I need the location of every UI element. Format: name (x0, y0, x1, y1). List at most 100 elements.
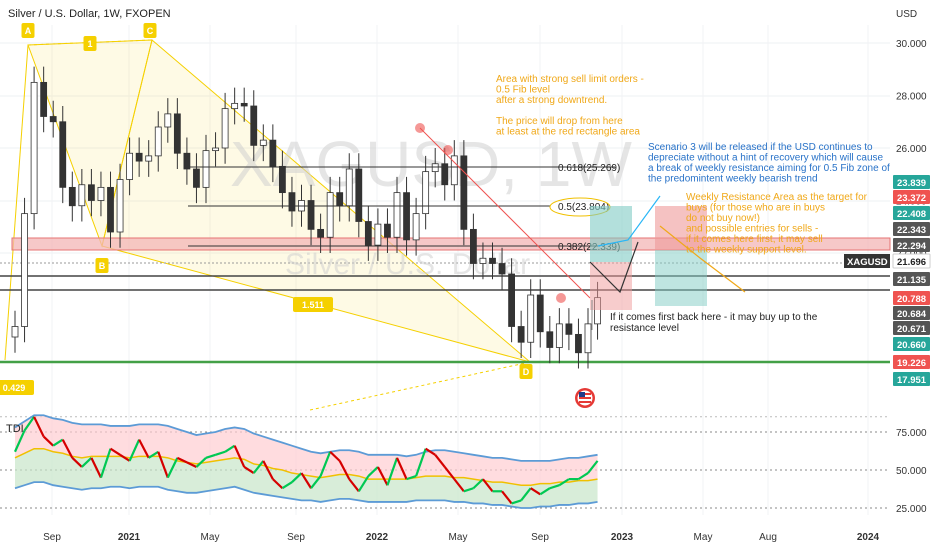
resistance-area-note: if it comes here first, it may sell (686, 234, 823, 245)
candle-body (527, 294, 535, 343)
tdi-rsi-segment (128, 439, 141, 462)
tdi-rsi-segment (13, 430, 26, 453)
candle-body (336, 192, 344, 207)
price-tag (893, 306, 930, 320)
candle-body (498, 263, 506, 275)
price-tick-label: 30.000 (896, 39, 927, 50)
candle-body (88, 184, 95, 201)
scenario3-note: depreciate without a hint of recovery wh… (648, 153, 884, 164)
candle-body (384, 223, 391, 238)
tdi-rsi-segment (453, 478, 465, 492)
price-candles (11, 66, 601, 369)
fib-label: 0.5(23.804) (558, 202, 609, 213)
price-tag-label: 20.660 (897, 340, 926, 351)
symbol-tag (844, 254, 890, 268)
candle-body (489, 257, 496, 264)
price-tag (892, 253, 931, 269)
tdi-rsi-segment (243, 466, 255, 474)
candle-body (11, 326, 19, 338)
tdi-rsi-segment (472, 478, 484, 490)
chart-title: Silver / U.S. Dollar, 1W, FXOPEN (8, 8, 171, 20)
tdi-rsi-segment (367, 466, 379, 477)
candle-body (68, 186, 76, 207)
tdi-rsi-segment (61, 439, 74, 459)
tdi-rsi-segment (205, 453, 216, 459)
candle-body (393, 192, 401, 238)
price-tick-label: 28.000 (896, 92, 927, 103)
candle-body (508, 273, 516, 327)
tdi-rsi-segment (81, 457, 93, 468)
tdi-rsi-segment (530, 487, 541, 496)
annotations: Area with strong sell limit orders -0.5 … (496, 74, 890, 334)
scenario3-note: a break of weekly resistance aiming for … (648, 163, 890, 174)
pattern-badge (0, 380, 34, 395)
tdi-rsi-segment (148, 450, 159, 459)
tdi-rsi-segment (310, 475, 322, 489)
time-tick-label: 2022 (366, 532, 389, 543)
price-tag-label: 21.696 (897, 257, 926, 268)
time-tick-label: Sep (43, 532, 61, 543)
tdi-rsi-segment (520, 487, 532, 502)
sell-area-note: after a strong downtrend. (496, 95, 607, 106)
resistance-area-note: buys (for those who are in buys (686, 203, 825, 214)
price-tag (893, 272, 930, 286)
projection-path (589, 241, 639, 294)
price-tag (893, 206, 930, 220)
candle-body (202, 150, 210, 188)
candle-body (546, 331, 554, 348)
currency-label: USD (896, 9, 917, 20)
time-tick-label: May (201, 532, 220, 543)
resistance-area-note: Weekly Resistance Area as the target for (686, 192, 868, 203)
resistance-area-note: to the weekly support level. (686, 245, 807, 256)
price-tag-label: 21.135 (897, 275, 927, 286)
price-tag (893, 372, 930, 386)
candle-body (107, 186, 114, 233)
tdi-rsi-segment (558, 478, 570, 487)
time-tick-label: May (449, 532, 468, 543)
candle-body (517, 326, 525, 343)
time-tick-label: 2024 (857, 532, 880, 543)
tdi-rsi-segment (262, 460, 274, 480)
candle-body (21, 213, 28, 327)
projection-path (597, 195, 661, 247)
price-tag-label: 23.372 (897, 193, 926, 204)
candle-body (145, 155, 153, 162)
candle-body (116, 179, 124, 233)
price-tag (893, 190, 930, 204)
pattern-badge (83, 36, 97, 51)
tdi-rsi-segment (443, 466, 456, 480)
fib-label: 0.618(25.269) (558, 163, 620, 174)
tdi-rsi-segment (186, 461, 197, 468)
candle-body (422, 171, 430, 215)
tdi-rsi-segment (539, 487, 551, 496)
us-flag-icon (575, 388, 595, 408)
candle-body (584, 323, 592, 354)
tdi-rsi-segment (357, 475, 370, 492)
pattern-badge-label: B (99, 261, 106, 271)
pattern-badge (143, 23, 157, 38)
long-target-box (590, 206, 632, 262)
price-tag-label: 20.684 (897, 309, 927, 320)
tdi-label: TDI (6, 423, 24, 435)
candle-body (126, 152, 133, 180)
tdi-band-upper (14, 414, 598, 462)
candle-body (536, 294, 544, 333)
price-tag (893, 238, 930, 252)
candle-body (154, 126, 162, 157)
symbol-tag-label: XAGUSD (847, 257, 888, 268)
tdi-rsi-segment (71, 457, 83, 468)
candle-body (193, 168, 200, 188)
time-tick-label: May (694, 532, 713, 543)
tdi-rsi-segment (395, 457, 408, 480)
price-tag-label: 20.788 (897, 294, 926, 305)
pattern-badge (95, 258, 109, 273)
scenario3-note: the predomintent weekly bearish trend (648, 174, 818, 185)
candle-body (307, 200, 315, 230)
watermark-name: Silver / U.S. Dollar (285, 248, 530, 281)
tdi-rsi-segment (291, 472, 303, 483)
candle-body (221, 108, 229, 149)
tdi-rsi-segment (300, 472, 312, 489)
fib-label: 0.382(22.339) (558, 242, 620, 253)
candle-body (317, 228, 325, 238)
tdi-rsi-segment (501, 490, 513, 505)
